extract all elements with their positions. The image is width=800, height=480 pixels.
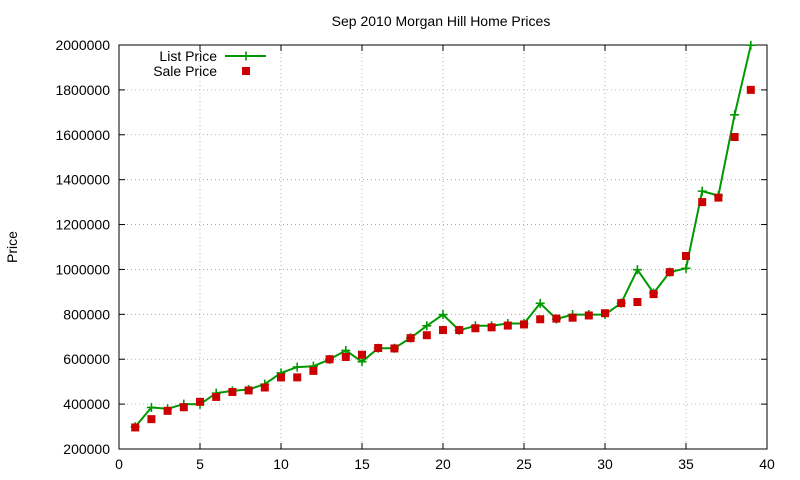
sale-price-point [698, 198, 707, 207]
sale-price-point [649, 290, 658, 299]
sale-price-point [471, 324, 480, 333]
y-tick-label: 1000000 [55, 261, 110, 277]
list-price-point [146, 402, 156, 412]
x-tick-label: 10 [273, 456, 289, 472]
x-tick-label: 40 [759, 456, 775, 472]
sale-price-point [665, 268, 674, 277]
sale-price-point [601, 309, 609, 318]
sale-price-point [422, 331, 431, 340]
sale-price-point [358, 350, 366, 359]
sale-price-point [131, 423, 140, 432]
y-tick-label: 1800000 [55, 82, 110, 98]
x-tick-label: 0 [115, 456, 123, 472]
sale-price-point [503, 321, 512, 330]
list-price-point [422, 321, 432, 331]
sale-price-point [746, 85, 755, 94]
sale-price-point [390, 344, 399, 353]
x-tick-label: 25 [516, 456, 532, 472]
series-sale-price [131, 85, 755, 432]
sale-price-point [196, 397, 204, 406]
sale-price-point [682, 251, 690, 260]
legend-label-sale-price: Sale Price [153, 63, 217, 79]
grid-lines [119, 45, 767, 449]
x-tick-label: 35 [678, 456, 694, 472]
sale-price-point [617, 299, 626, 308]
sale-price-point [633, 297, 642, 306]
x-tick-label: 5 [196, 456, 204, 472]
list-price-point [681, 263, 691, 273]
x-tick-label: 30 [597, 456, 613, 472]
y-tick-label: 200000 [63, 441, 110, 457]
list-price-point [697, 186, 707, 196]
y-tick-label: 1600000 [55, 127, 110, 143]
y-axis-label: Price [4, 231, 20, 263]
x-tick-label: 15 [354, 456, 370, 472]
list-price-point [632, 265, 642, 275]
sale-price-point [714, 193, 723, 202]
list-price-point [535, 298, 545, 308]
y-tick-label: 600000 [63, 351, 110, 367]
axis-ticks: 0 5 10 15 20 25 30 35 40 200000 400000 600000 800000… [55, 37, 775, 472]
list-price-point [746, 40, 756, 50]
sale-price-point [147, 415, 156, 424]
sale-price-point [260, 383, 269, 392]
sale-price-point [309, 366, 318, 375]
legend-marker-list-price [241, 51, 251, 61]
sale-price-point [406, 334, 415, 343]
sale-price-point [179, 403, 188, 412]
sale-price-point [520, 320, 528, 329]
series-list-price [130, 40, 756, 432]
sale-price-point [455, 326, 464, 335]
x-tick-label: 20 [435, 456, 451, 472]
legend: List Price Sale Price [153, 48, 266, 79]
sale-price-point [584, 311, 593, 320]
sale-price-point [341, 352, 350, 361]
y-tick-label: 1200000 [55, 217, 110, 233]
list-price-point [730, 110, 740, 120]
sale-price-point [487, 323, 496, 332]
sale-price-point [730, 133, 739, 142]
sale-price-point [552, 314, 561, 323]
sale-price-point [212, 392, 221, 401]
sale-price-point [163, 406, 172, 415]
sale-price-point [536, 315, 545, 324]
y-tick-label: 800000 [63, 306, 110, 322]
sale-price-point [374, 344, 383, 352]
sale-price-point [325, 355, 334, 364]
legend-label-list-price: List Price [159, 48, 217, 64]
chart-title: Sep 2010 Morgan Hill Home Prices [332, 13, 551, 29]
sale-price-point [439, 326, 447, 335]
y-tick-label: 2000000 [55, 37, 110, 53]
sale-price-point [277, 373, 285, 382]
list-price-point [292, 362, 302, 372]
sale-price-point [568, 313, 577, 322]
sale-price-point [293, 373, 302, 382]
series-layer [130, 40, 756, 432]
y-tick-label: 1400000 [55, 172, 110, 188]
sale-price-point [244, 386, 253, 395]
y-tick-label: 400000 [63, 396, 110, 412]
legend-marker-sale-price [242, 67, 250, 75]
sale-price-point [228, 387, 237, 396]
list-price-point [438, 310, 448, 320]
